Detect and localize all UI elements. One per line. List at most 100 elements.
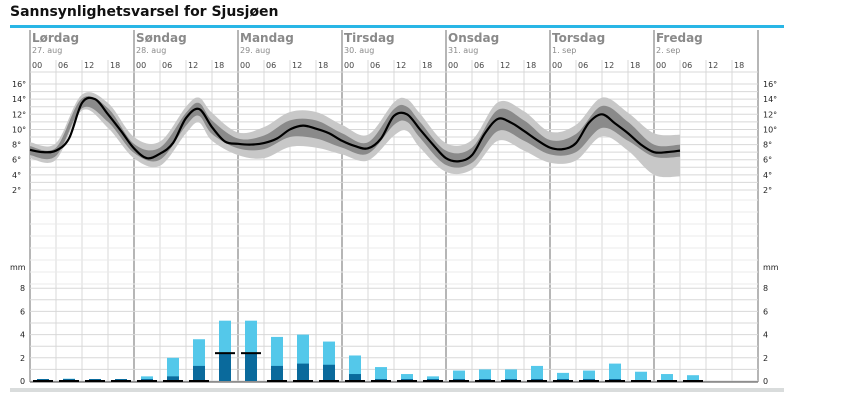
precip-max-bar xyxy=(453,370,465,381)
precip-unit-left: mm xyxy=(10,263,26,272)
precip-min-marker xyxy=(553,380,573,382)
day-date: 29. aug xyxy=(240,46,270,55)
precip-median-bar xyxy=(167,376,179,381)
hour-label: 06 xyxy=(266,61,276,70)
hour-label: 00 xyxy=(448,61,458,70)
precip-tick-right: 4 xyxy=(763,331,768,340)
page-title: Sannsynlighetsvarsel for Sjusjøen xyxy=(10,4,279,20)
hour-label: 12 xyxy=(396,61,406,70)
day-date: 1. sep xyxy=(552,46,576,55)
precip-max-bar xyxy=(583,370,595,381)
precip-tick-right: 6 xyxy=(763,307,768,316)
temp-tick-right: 8° xyxy=(763,141,772,150)
hour-label: 06 xyxy=(578,61,588,70)
precipitation-plot xyxy=(33,320,703,382)
precip-min-marker xyxy=(657,380,677,382)
precip-median-bar xyxy=(271,365,283,381)
hour-label: 12 xyxy=(292,61,302,70)
hour-label: 00 xyxy=(344,61,354,70)
temp-tick-left: 16° xyxy=(12,80,26,89)
precip-max-bar xyxy=(401,374,413,381)
precip-max-bar xyxy=(167,357,179,381)
hour-label: 00 xyxy=(240,61,250,70)
chart-grid xyxy=(29,30,759,383)
precip-tick-left: 0 xyxy=(20,377,25,386)
day-name: Lørdag xyxy=(32,31,79,45)
precip-min-marker xyxy=(189,380,209,382)
precip-max-bar xyxy=(557,372,569,381)
precip-median-bar xyxy=(219,353,231,381)
hour-label: 00 xyxy=(656,61,666,70)
precip-max-bar xyxy=(479,369,491,381)
precip-tick-left: 8 xyxy=(20,284,25,293)
day-date: 28. aug xyxy=(136,46,166,55)
day-date: 27. aug xyxy=(32,46,62,55)
hour-label: 00 xyxy=(32,61,42,70)
precip-min-marker xyxy=(631,380,651,382)
temp-tick-left: 14° xyxy=(12,95,26,104)
precip-min-marker xyxy=(579,380,599,382)
temp-median-line xyxy=(29,96,681,163)
precip-tick-right: 0 xyxy=(763,377,768,386)
precip-min-marker xyxy=(163,380,183,382)
precip-tick-left: 4 xyxy=(20,331,25,340)
temp-tick-left: 12° xyxy=(12,110,26,119)
precip-tick-left: 2 xyxy=(20,354,25,363)
precip-min-marker xyxy=(293,380,313,382)
precip-min-marker xyxy=(683,380,703,382)
precip-min-marker xyxy=(59,380,79,382)
precip-min-marker xyxy=(423,380,443,382)
hour-label: 06 xyxy=(474,61,484,70)
temp-tick-left: 6° xyxy=(12,156,21,165)
hour-label: 00 xyxy=(552,61,562,70)
precip-tick-right: 8 xyxy=(763,284,768,293)
day-name: Tirsdag xyxy=(344,31,395,45)
hour-label: 06 xyxy=(58,61,68,70)
hour-label: 12 xyxy=(708,61,718,70)
precip-min-marker xyxy=(111,380,131,382)
temp-tick-right: 10° xyxy=(763,125,777,134)
temp-tick-left: 8° xyxy=(12,141,21,150)
hour-label: 00 xyxy=(136,61,146,70)
hour-label: 18 xyxy=(630,61,640,70)
precip-max-bar xyxy=(427,376,439,381)
precip-max-bar xyxy=(687,375,699,381)
hour-label: 06 xyxy=(162,61,172,70)
day-name: Fredag xyxy=(656,31,703,45)
hour-label: 12 xyxy=(188,61,198,70)
precip-min-marker xyxy=(605,380,625,382)
precip-min-marker xyxy=(345,380,365,382)
bottom-bar xyxy=(10,388,784,392)
precip-min-marker xyxy=(267,380,287,382)
temp-tick-right: 16° xyxy=(763,80,777,89)
precip-median-bar xyxy=(349,374,361,381)
precip-max-bar xyxy=(661,374,673,381)
day-date: 30. aug xyxy=(344,46,374,55)
precipitation-axis: mm mm 8 8 6 6 4 4 2 2 0 0 xyxy=(10,263,779,386)
hour-label: 12 xyxy=(84,61,94,70)
hour-label: 18 xyxy=(214,61,224,70)
precip-min-marker xyxy=(475,380,495,382)
day-name: Onsdag xyxy=(448,31,499,45)
temp-inner-band xyxy=(30,96,680,168)
precip-min-marker xyxy=(215,352,235,355)
precip-min-marker xyxy=(85,380,105,382)
precip-min-marker xyxy=(449,380,469,382)
hour-label: 06 xyxy=(370,61,380,70)
temp-tick-right: 12° xyxy=(763,110,777,119)
precip-median-bar xyxy=(297,363,309,381)
temp-tick-right: 4° xyxy=(763,171,772,180)
hour-label: 06 xyxy=(682,61,692,70)
precip-median-bar xyxy=(193,365,205,381)
hour-label: 18 xyxy=(110,61,120,70)
precip-median-bar xyxy=(245,353,257,381)
precip-max-bar xyxy=(375,367,387,381)
precip-min-marker xyxy=(137,380,157,382)
temp-tick-left: 2° xyxy=(12,186,21,195)
precip-min-marker xyxy=(33,380,53,382)
accent-bar xyxy=(10,25,784,28)
precip-unit-right: mm xyxy=(763,263,779,272)
precip-tick-left: 6 xyxy=(20,307,25,316)
